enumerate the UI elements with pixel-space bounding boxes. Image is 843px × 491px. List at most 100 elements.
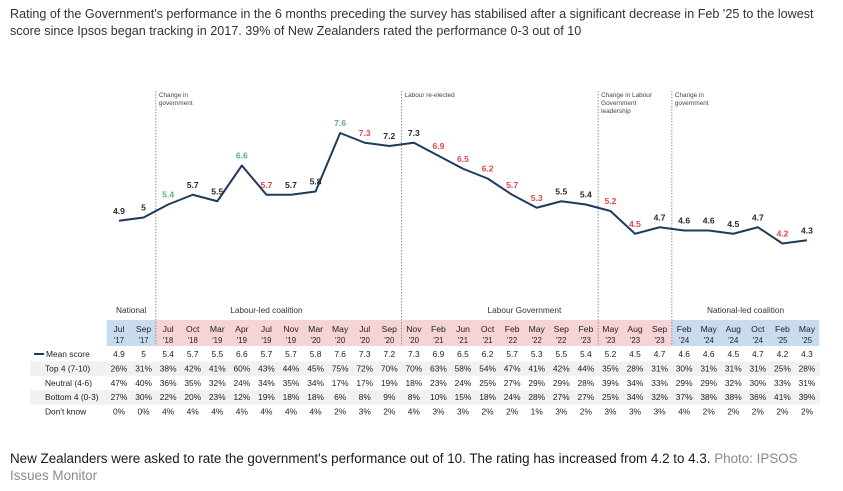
- cell-4-5: 4%: [236, 407, 249, 417]
- col-month-28: May: [799, 324, 816, 334]
- cell-4-11: 2%: [383, 407, 396, 417]
- mean-label-20: 5.2: [604, 196, 616, 206]
- cell-0-18: 5.5: [555, 349, 567, 359]
- mean-label-18: 5.5: [555, 186, 567, 196]
- cell-3-7: 18%: [283, 392, 300, 402]
- photo-credit: Photo: IPSOS Issues Monitor: [10, 451, 798, 483]
- cell-0-6: 5.7: [261, 349, 273, 359]
- cell-3-20: 25%: [602, 392, 619, 402]
- cell-3-9: 6%: [334, 392, 347, 402]
- cell-4-24: 2%: [703, 407, 716, 417]
- cell-3-13: 10%: [430, 392, 447, 402]
- col-month-22: Sep: [652, 324, 668, 334]
- cell-1-17: 41%: [528, 363, 545, 373]
- mean-label-2: 5.4: [162, 190, 174, 200]
- plot-area: 4.9 5 5.4 5.7 5.5 6.6 5.7 5.7 5.8 7.6 7.3 7.2 7.3 6.9…: [113, 118, 813, 245]
- cell-2-17: 29%: [528, 378, 545, 388]
- cell-2-12: 18%: [405, 378, 422, 388]
- cell-4-19: 2%: [580, 407, 593, 417]
- cell-3-6: 19%: [258, 392, 275, 402]
- cell-2-27: 33%: [774, 378, 791, 388]
- cell-4-28: 2%: [801, 407, 814, 417]
- cell-4-18: 3%: [555, 407, 568, 417]
- col-year-17: '22: [532, 336, 542, 345]
- cell-0-3: 5.7: [187, 349, 199, 359]
- col-month-11: Sep: [382, 324, 398, 334]
- mean-label-16: 5.7: [506, 180, 518, 190]
- col-month-23: Feb: [677, 324, 692, 334]
- col-month-10: Jul: [359, 324, 370, 334]
- row-label-4: Don't know: [45, 407, 87, 417]
- cell-4-21: 3%: [629, 407, 642, 417]
- col-year-6: '19: [261, 336, 271, 345]
- col-year-20: '23: [605, 336, 615, 345]
- cell-3-4: 23%: [209, 392, 226, 402]
- mean-label-4: 5.5: [211, 186, 223, 196]
- cell-0-9: 7.6: [334, 349, 346, 359]
- cell-1-28: 28%: [799, 363, 816, 373]
- col-month-24: May: [701, 324, 718, 334]
- cell-2-15: 25%: [479, 378, 496, 388]
- mean-label-11: 7.2: [383, 131, 395, 141]
- col-month-14: Jun: [456, 324, 470, 334]
- col-month-1: Sep: [136, 324, 152, 334]
- mean-label-12: 7.3: [408, 128, 420, 138]
- cell-2-11: 19%: [381, 378, 398, 388]
- col-year-2: '18: [163, 336, 173, 345]
- cell-1-24: 31%: [700, 363, 717, 373]
- cell-4-7: 4%: [285, 407, 298, 417]
- cell-2-25: 32%: [725, 378, 742, 388]
- cell-0-23: 4.6: [678, 349, 690, 359]
- cell-4-14: 3%: [457, 407, 470, 417]
- cell-3-22: 32%: [651, 392, 668, 402]
- annotation-label-2-0: Change in Labour: [601, 92, 653, 99]
- cell-4-26: 2%: [752, 407, 765, 417]
- cell-4-15: 2%: [482, 407, 495, 417]
- col-year-1: '17: [138, 336, 148, 345]
- cell-0-7: 5.7: [285, 349, 297, 359]
- cell-0-10: 7.3: [359, 349, 371, 359]
- cell-0-27: 4.2: [777, 349, 789, 359]
- cell-2-26: 30%: [749, 378, 766, 388]
- col-year-26: '24: [753, 336, 764, 345]
- mean-label-26: 4.7: [752, 212, 764, 222]
- cell-2-0: 47%: [111, 378, 128, 388]
- col-year-15: '21: [482, 336, 492, 345]
- cell-0-28: 4.3: [801, 349, 813, 359]
- cell-0-21: 4.5: [629, 349, 641, 359]
- mean-label-28: 4.3: [801, 225, 813, 235]
- cell-0-24: 4.6: [703, 349, 715, 359]
- cell-0-5: 6.6: [236, 349, 248, 359]
- cell-3-23: 37%: [676, 392, 693, 402]
- cell-0-22: 4.7: [654, 349, 666, 359]
- cell-3-28: 39%: [799, 392, 816, 402]
- col-year-3: '18: [188, 336, 198, 345]
- cell-4-6: 4%: [260, 407, 273, 417]
- cell-0-11: 7.2: [383, 349, 395, 359]
- row-label-2: Neutral (4-6): [45, 378, 92, 388]
- col-year-16: '22: [507, 336, 517, 345]
- col-year-27: '25: [777, 336, 788, 345]
- cell-4-25: 2%: [727, 407, 740, 417]
- col-month-18: Sep: [554, 324, 570, 334]
- cell-4-4: 4%: [211, 407, 224, 417]
- cell-0-17: 5.3: [531, 349, 543, 359]
- cell-4-16: 2%: [506, 407, 519, 417]
- period-label-0: National: [116, 305, 147, 315]
- cell-1-11: 70%: [381, 363, 398, 373]
- cell-0-14: 6.5: [457, 349, 469, 359]
- cell-3-21: 34%: [627, 392, 644, 402]
- cell-3-12: 8%: [408, 392, 421, 402]
- col-month-7: Nov: [283, 324, 299, 334]
- cell-1-27: 25%: [774, 363, 791, 373]
- cell-2-5: 24%: [233, 378, 250, 388]
- mean-label-23: 4.6: [678, 216, 690, 226]
- annotation-label-2-2: leadership: [601, 108, 631, 115]
- row-label-3: Bottom 4 (0-3): [45, 392, 99, 402]
- cell-4-10: 3%: [359, 407, 372, 417]
- cell-3-24: 38%: [700, 392, 717, 402]
- cell-3-25: 38%: [725, 392, 742, 402]
- col-year-19: '23: [581, 336, 591, 345]
- col-month-2: Jul: [163, 324, 174, 334]
